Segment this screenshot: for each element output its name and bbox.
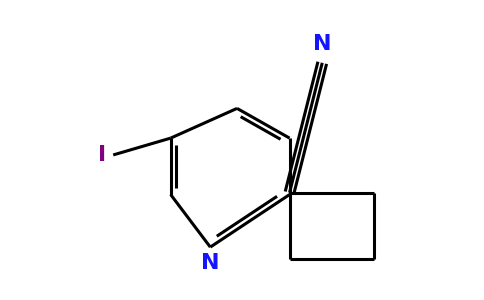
Text: I: I [98,145,106,165]
Text: N: N [201,253,220,273]
Text: N: N [313,34,332,54]
